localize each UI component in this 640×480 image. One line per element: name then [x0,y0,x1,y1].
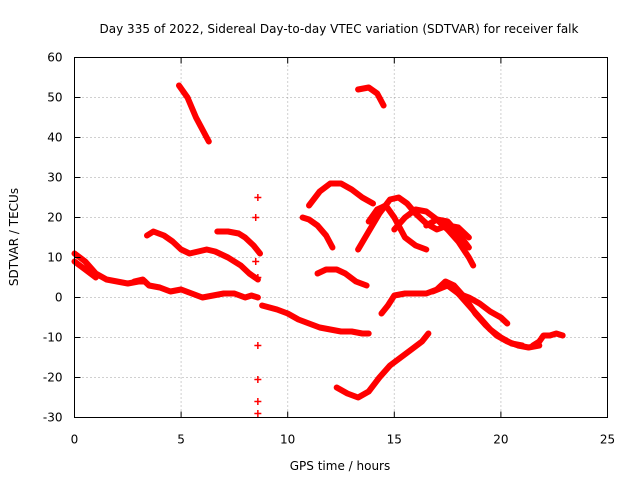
plot-frame [74,57,608,418]
series-arc-18 [455,290,511,327]
series-arc-7 [214,228,263,257]
series-arc-5 [144,228,261,283]
data-point [254,194,262,201]
y-tick-label: -10 [43,331,63,345]
series-arc-4 [71,258,99,281]
data-point [254,410,262,417]
y-axis-label: SDTVAR / TECUs [7,188,21,286]
series-arc-6 [176,82,212,145]
data-series [71,82,566,417]
y-tick-label: -20 [43,371,63,385]
series-arc-15 [423,216,472,251]
y-tick-label: 40 [47,131,62,145]
x-tick-label: 10 [280,433,295,447]
series-arc-10 [314,266,370,289]
x-tick-label: 15 [387,433,402,447]
x-tick-label: 5 [177,433,185,447]
data-point [254,376,262,383]
series-arc-20 [333,330,432,401]
data-point [254,398,262,405]
grid-lines [74,57,608,418]
data-point [252,214,260,221]
series-arc-13 [365,202,430,253]
series-arc-8 [299,214,336,251]
axis-ticks: 0 5 10 15 20 25 -30 -20 -10 0 10 20 30 40 50 60 [43,51,615,447]
x-tick-label: 20 [493,433,508,447]
x-tick-label: 0 [71,433,79,447]
y-tick-label: 20 [47,211,62,225]
data-point [252,258,260,265]
series-arc-2 [131,276,261,301]
y-tick-label: -30 [43,411,63,425]
series-arc-9 [306,180,376,209]
series-arc-11 [355,84,387,109]
data-point [254,274,262,281]
series-arc-3 [259,302,372,337]
x-tick-label: 25 [600,433,615,447]
data-point [254,342,262,349]
series-arc-19 [529,330,566,349]
y-tick-label: 10 [47,251,62,265]
y-tick-label: 50 [47,91,62,105]
chart-title: Day 335 of 2022, Sidereal Day-to-day VTE… [100,22,579,36]
y-tick-label: 60 [47,51,62,65]
x-axis-label: GPS time / hours [290,459,391,473]
y-tick-label: 30 [47,171,62,185]
series-arc-17 [429,282,526,349]
y-tick-label: 0 [55,291,63,305]
